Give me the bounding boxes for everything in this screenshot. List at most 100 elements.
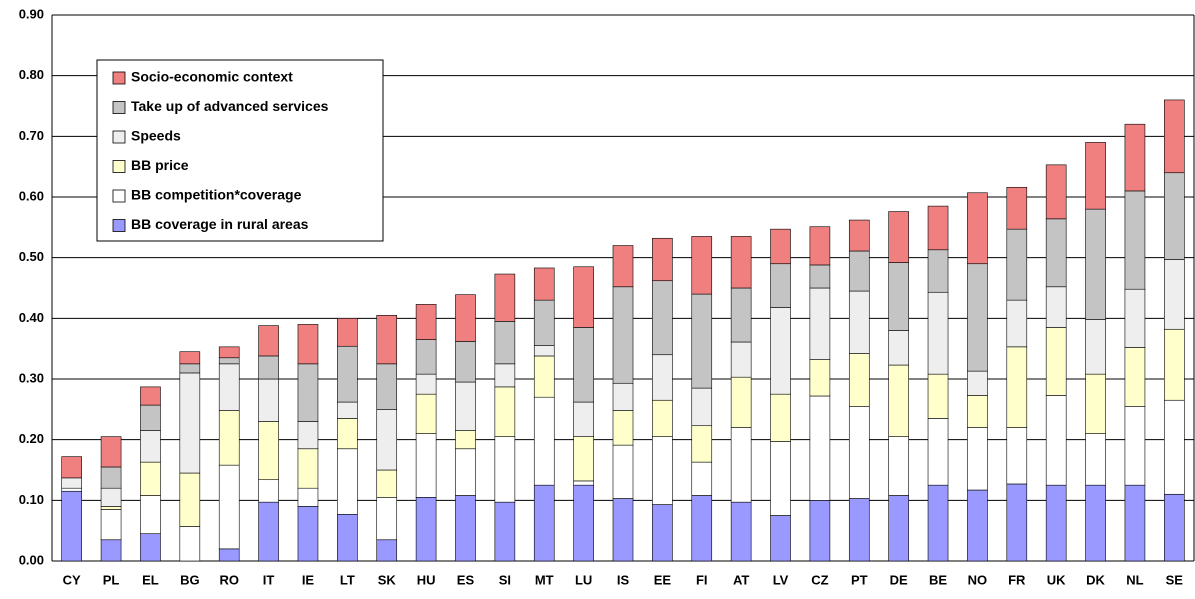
legend: Socio-economic context Take up of advance… (96, 59, 384, 242)
bar-segment (415, 373, 437, 395)
x-tick-label: BE (929, 572, 947, 587)
bar-segment (967, 370, 988, 396)
bar-segment (297, 448, 319, 489)
bar-segment (1164, 259, 1185, 330)
bar-segment (848, 219, 870, 252)
bar-segment (927, 418, 949, 486)
bar-segment (140, 386, 161, 406)
bar-segment (730, 236, 752, 289)
bar-segment (1045, 164, 1067, 220)
bar-segment (218, 548, 240, 562)
bar-segment (415, 433, 437, 498)
bar-segment (100, 487, 122, 507)
y-tick-label: 0.10 (19, 492, 44, 507)
x-tick-label: LV (773, 572, 789, 587)
bar-segment (573, 484, 594, 562)
x-tick-label: DK (1086, 572, 1105, 587)
bar-segment (1085, 319, 1106, 375)
bar-segment (809, 395, 831, 501)
x-tick-label: SK (378, 572, 397, 587)
bar-segment (888, 364, 909, 437)
bar-segment (179, 351, 201, 365)
x-tick-label: SE (1166, 572, 1184, 587)
bar-segment (494, 436, 516, 503)
bar-segment (652, 354, 673, 401)
bar-segment (652, 436, 673, 505)
x-tick-label: ES (457, 572, 475, 587)
bar-segment (533, 267, 555, 301)
bar-segment (376, 409, 398, 471)
x-tick-label: CY (63, 572, 81, 587)
bar-segment (612, 382, 634, 411)
bar-segment (455, 448, 476, 496)
bar-segment (297, 324, 319, 365)
bar-segment (730, 427, 752, 503)
x-tick-label: LU (575, 572, 592, 587)
bar-segment (1124, 484, 1146, 562)
bar-segment (179, 472, 201, 527)
bar-segment (573, 436, 594, 482)
bar-segment (494, 501, 516, 562)
bar-segment (573, 266, 594, 328)
x-tick-label: HU (417, 572, 436, 587)
bar-segment (1006, 299, 1028, 348)
bar-segment (888, 436, 909, 496)
bar-segment (297, 506, 319, 562)
bar-segment (967, 427, 988, 491)
bar-segment (612, 286, 634, 384)
bar-segment (809, 359, 831, 397)
bar-segment (494, 386, 516, 437)
bar-segment (1006, 186, 1028, 230)
y-tick-label: 0.90 (19, 6, 44, 21)
bar-segment (1006, 483, 1028, 562)
bar-segment (455, 430, 476, 450)
bar-segment (691, 495, 713, 562)
bar-segment (848, 250, 870, 292)
bar-segment (337, 513, 358, 562)
bar-segment (533, 355, 555, 398)
bar-segment (337, 401, 358, 419)
legend-label: BB coverage in rural areas (131, 216, 309, 232)
legend-label: Socio-economic context (131, 69, 293, 85)
x-tick-label: IE (302, 572, 315, 587)
bar-segment (1124, 405, 1146, 486)
x-tick-label: UK (1047, 572, 1066, 587)
bar-segment (888, 211, 909, 263)
x-tick-label: EE (654, 572, 672, 587)
y-tick-label: 0.80 (19, 67, 44, 82)
bar-segment (848, 353, 870, 407)
bar-segment (1124, 123, 1146, 192)
legend-label: BB price (131, 157, 189, 173)
bar-segment (455, 294, 476, 342)
bar-segment (1045, 395, 1067, 486)
bar-segment (61, 477, 82, 489)
bar-segment (652, 399, 673, 437)
bar-segment (967, 395, 988, 428)
bar-segment (691, 461, 713, 496)
bar-segment (258, 421, 279, 481)
bar-segment (337, 345, 358, 403)
x-tick-label: MT (535, 572, 554, 587)
bar-segment (1085, 433, 1106, 486)
bar-segment (730, 287, 752, 343)
bar-segment (376, 363, 398, 410)
bar-segment (140, 461, 161, 496)
legend-swatch (112, 101, 126, 114)
bar-segment (218, 363, 240, 411)
bar-segment (848, 405, 870, 499)
bar-segment (258, 501, 279, 562)
bar-segment (100, 509, 122, 541)
bar-segment (770, 515, 791, 562)
bar-segment (1124, 347, 1146, 407)
bar-segment (730, 501, 752, 562)
y-tick-label: 0.70 (19, 128, 44, 143)
bar-segment (1006, 346, 1028, 428)
bar-segment (927, 249, 949, 293)
bar-segment (1085, 208, 1106, 320)
bar-segment (1006, 228, 1028, 301)
bar-segment (1045, 286, 1067, 328)
bar-segment (140, 495, 161, 535)
bar-segment (455, 495, 476, 562)
bar-segment (809, 287, 831, 360)
legend-swatch (112, 71, 126, 85)
